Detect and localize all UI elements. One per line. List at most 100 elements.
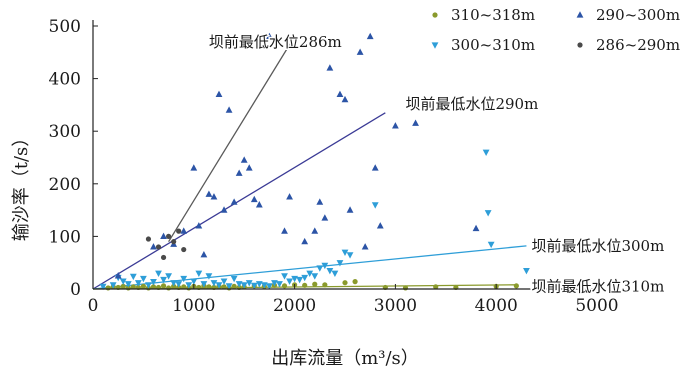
legend-label: 300~310m (451, 36, 535, 54)
data-point (306, 270, 314, 278)
data-point (341, 95, 349, 103)
fit-line-label: 坝前最低水位300m (531, 237, 664, 255)
x-axis-title: 出库流量（m³/s） (271, 348, 419, 369)
data-point (210, 280, 218, 287)
data-point (250, 195, 258, 203)
data-point (331, 270, 339, 278)
data-point (336, 260, 344, 267)
data-point (371, 202, 379, 209)
data-point (402, 285, 409, 291)
data-point (99, 283, 107, 291)
data-point (245, 280, 253, 287)
data-point (150, 284, 157, 290)
data-point (240, 282, 248, 289)
data-point (160, 232, 167, 239)
legend: 310~318m 290~300m 300~310m 286~290m (431, 6, 680, 54)
data-point (235, 169, 243, 176)
data-point (190, 278, 198, 285)
fit-line-label: 坝前最低水位310m (531, 277, 664, 295)
y-tick-label: 500 (49, 17, 81, 37)
data-point (361, 243, 369, 250)
data-point (245, 164, 253, 171)
data-point (220, 206, 228, 213)
data-point (342, 280, 348, 286)
data-point (160, 283, 167, 289)
data-point (114, 272, 122, 279)
data-point (356, 48, 364, 55)
data-point (176, 228, 182, 234)
data-point (129, 273, 137, 281)
data-point (119, 278, 127, 285)
data-point (472, 224, 480, 232)
x-tick-label: 0 (88, 296, 99, 316)
data-point (140, 275, 147, 283)
data-point (190, 164, 198, 171)
data-point (230, 275, 238, 283)
data-point (371, 164, 379, 171)
data-point (346, 206, 354, 213)
fit-line (92, 112, 386, 290)
data-point (296, 276, 304, 284)
data-point (376, 222, 384, 229)
data-point (171, 239, 177, 245)
data-points (99, 32, 530, 291)
data-point (205, 190, 213, 197)
data-point (312, 281, 318, 287)
data-point (155, 270, 162, 278)
y-tick-label: 300 (49, 122, 81, 142)
legend-marker (432, 12, 438, 18)
data-point (221, 284, 227, 290)
data-point (322, 282, 328, 288)
data-point (523, 267, 530, 275)
data-point (301, 237, 309, 245)
data-point (200, 251, 208, 258)
data-point (225, 283, 233, 290)
data-point (195, 270, 203, 278)
data-point (281, 273, 288, 280)
fit-line-label: 坝前最低水位286m (209, 33, 342, 51)
data-point (266, 32, 273, 40)
data-point (130, 284, 136, 290)
data-point (487, 241, 495, 249)
data-point (170, 280, 178, 287)
y-tick-label: 0 (70, 280, 81, 300)
fit-line (92, 245, 527, 290)
data-point (240, 156, 248, 163)
data-point (266, 283, 273, 290)
data-point (145, 282, 152, 289)
data-point (341, 249, 349, 256)
data-point (326, 267, 334, 275)
data-point (271, 280, 278, 287)
legend-label: 286~290m (596, 36, 680, 54)
data-point (260, 282, 268, 289)
legend-marker (431, 42, 439, 49)
data-point (433, 284, 439, 290)
data-point (109, 282, 117, 289)
data-point (366, 32, 374, 40)
y-axis-title: 输沙率（t/s） (11, 129, 32, 242)
data-point (181, 284, 187, 290)
data-point (181, 246, 187, 253)
data-point (346, 252, 354, 259)
data-point (175, 281, 183, 288)
data-point (155, 244, 162, 250)
data-point (311, 273, 319, 280)
x-tick-label: 2000 (273, 296, 316, 316)
data-point (206, 284, 212, 290)
data-point (215, 90, 223, 97)
data-point (210, 193, 218, 200)
data-point (140, 283, 146, 289)
legend-marker (576, 11, 584, 18)
data-point (124, 281, 132, 288)
data-point (392, 122, 399, 129)
data-point (200, 281, 208, 288)
data-point (205, 273, 213, 280)
fit-line-annotations: 坝前最低水位286m 坝前最低水位290m 坝前最低水位300m 坝前最低水位310m (207, 31, 665, 297)
data-point (352, 279, 358, 285)
fit-lines (92, 36, 527, 290)
legend-label: 290~300m (596, 6, 680, 24)
data-point (255, 281, 263, 288)
data-point (513, 283, 519, 289)
data-point (150, 243, 157, 250)
